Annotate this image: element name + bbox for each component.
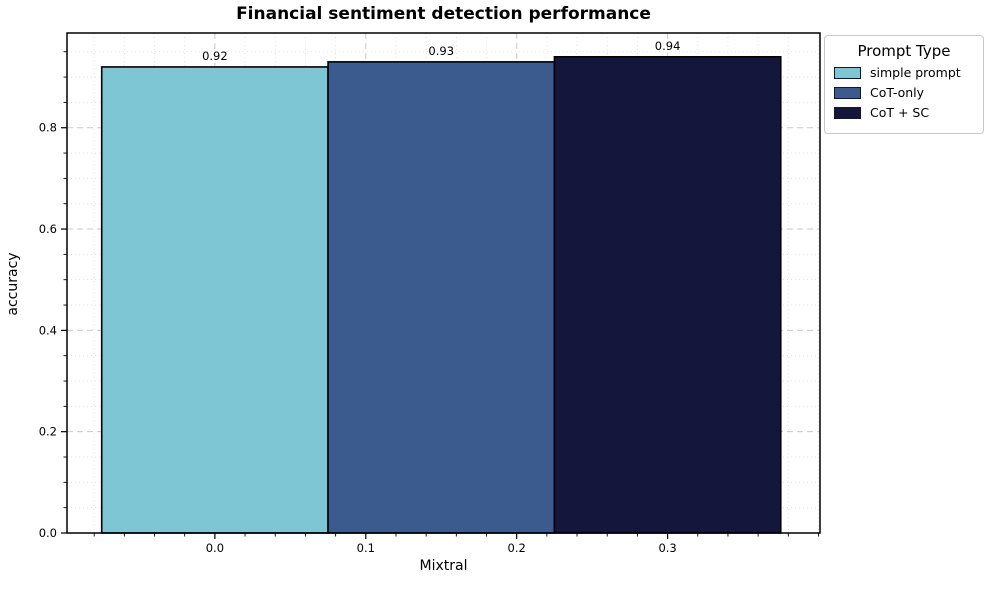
legend-entry-cot-only: CoT-only <box>834 85 974 100</box>
x-tick-label: 0.2 <box>508 541 526 555</box>
x-tick-label: 0.3 <box>658 541 676 555</box>
legend-swatch-icon <box>834 86 861 99</box>
y-tick-label: 0.0 <box>39 526 57 540</box>
legend-entry-simple-prompt: simple prompt <box>834 65 974 80</box>
bar-value-label: 0.92 <box>202 49 228 63</box>
y-tick-label: 0.2 <box>39 425 57 439</box>
bar-cot-sc <box>553 56 782 534</box>
legend-entry-cot-sc: CoT + SC <box>834 105 974 120</box>
legend-label: CoT-only <box>870 85 925 100</box>
y-tick-label: 0.8 <box>39 121 57 135</box>
bar-value-label: 0.93 <box>428 44 454 58</box>
chart-title: Financial sentiment detection performanc… <box>236 4 651 24</box>
y-tick-label: 0.4 <box>39 323 57 337</box>
x-tick-label: 0.0 <box>206 541 224 555</box>
x-tick-label: 0.1 <box>357 541 375 555</box>
legend-entries: simple prompt CoT-only CoT + SC <box>834 65 974 120</box>
bar-cot-only <box>327 61 556 534</box>
legend-label: simple prompt <box>870 65 961 80</box>
bar-value-label: 0.94 <box>655 39 681 53</box>
legend: Prompt Type simple prompt CoT-only CoT + S… <box>824 35 984 134</box>
legend-swatch-icon <box>834 106 861 119</box>
y-axis-label: accuracy <box>5 252 21 316</box>
legend-label: CoT + SC <box>870 105 930 120</box>
x-axis-label: Mixtral <box>419 558 468 574</box>
legend-swatch-icon <box>834 66 861 79</box>
y-tick-label: 0.6 <box>39 222 57 236</box>
legend-title: Prompt Type <box>857 42 951 60</box>
plot-border <box>66 32 821 534</box>
bar-simple-prompt <box>100 66 329 534</box>
